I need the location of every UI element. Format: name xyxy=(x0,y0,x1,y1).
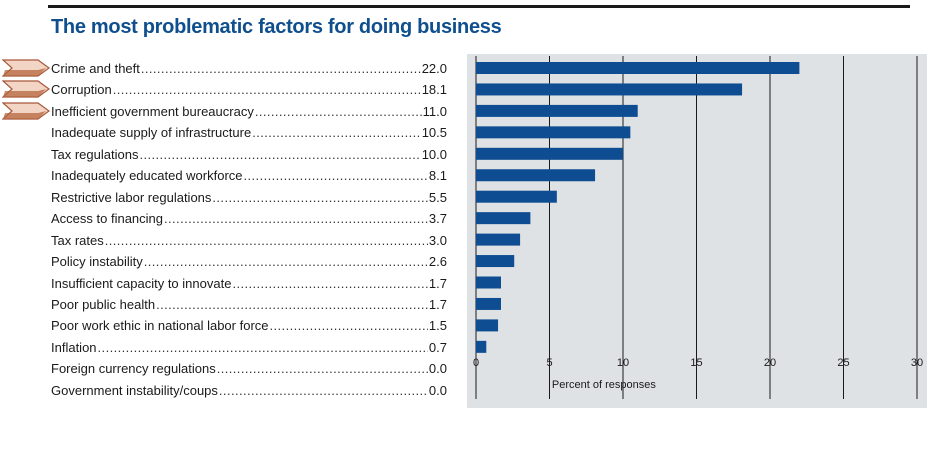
factor-row: Inadequate supply of infrastructure 10.5 xyxy=(51,122,447,140)
factor-label: Inadequate supply of infrastructure xyxy=(51,125,252,141)
x-tick-label: 5 xyxy=(546,357,552,369)
factor-row: Corruption 18.1 xyxy=(51,79,447,97)
bar-13 xyxy=(476,340,487,353)
factor-label: Corruption xyxy=(51,82,112,98)
factor-row: Tax regulations 10.0 xyxy=(51,144,447,162)
factor-label: Inefficient government bureaucracy xyxy=(51,103,254,119)
dot-leader xyxy=(113,82,421,97)
highlight-arrow-icon xyxy=(2,102,50,120)
factor-label: Access to financing xyxy=(51,211,164,227)
factor-row: Poor public health 1.7 xyxy=(51,294,447,312)
factor-row: Foreign currency regulations 0.0 xyxy=(51,358,447,376)
dot-leader xyxy=(105,233,428,248)
x-tick-label: 15 xyxy=(690,357,702,369)
dot-leader xyxy=(217,361,428,376)
bar-3 xyxy=(476,126,631,139)
factor-value: 1.7 xyxy=(428,296,447,312)
factor-value: 0.0 xyxy=(428,382,447,398)
dot-leader xyxy=(270,318,428,333)
dot-leader xyxy=(139,147,420,162)
bar-9 xyxy=(476,255,515,268)
dot-leader xyxy=(219,383,428,398)
highlight-arrow-icon xyxy=(2,59,50,77)
x-tick-label: 25 xyxy=(837,357,849,369)
factor-value: 10.5 xyxy=(421,125,447,141)
top-rule xyxy=(48,5,910,8)
bar-10 xyxy=(476,276,501,289)
x-tick-label: 0 xyxy=(473,357,479,369)
dot-leader xyxy=(244,168,428,183)
factor-row: Poor work ethic in national labor force 1… xyxy=(51,315,447,333)
factor-value: 5.5 xyxy=(428,189,447,205)
factor-value: 1.7 xyxy=(428,275,447,291)
chart-panel: 0 5 10 15 20 25 30 Percent of responses xyxy=(467,54,927,408)
factor-row: Inadequately educated workforce 8.1 xyxy=(51,165,447,183)
x-tick-label: 30 xyxy=(911,357,923,369)
x-tick-label: 10 xyxy=(617,357,629,369)
factor-value: 1.5 xyxy=(428,318,447,334)
factor-row: Access to financing 3.7 xyxy=(51,208,447,226)
factor-row: Insufficient capacity to innovate 1.7 xyxy=(51,273,447,291)
factor-label: Tax rates xyxy=(51,232,104,248)
factor-row: Policy instability 2.6 xyxy=(51,251,447,269)
dot-leader xyxy=(164,211,428,226)
chart-title: The most problematic factors for doing b… xyxy=(51,16,502,38)
bar-12 xyxy=(476,319,499,332)
factor-row: Inefficient government bureaucracy 11.0 xyxy=(51,101,447,119)
bar-chart: 0 5 10 15 20 25 30 Percent of responses xyxy=(473,56,923,399)
dot-leader xyxy=(255,104,422,119)
bar-11 xyxy=(476,297,501,310)
dot-leader xyxy=(141,61,421,76)
factor-row: Government instability/coups 0.0 xyxy=(51,380,447,398)
x-tick-label: 20 xyxy=(764,357,776,369)
bar-2 xyxy=(476,104,638,117)
factor-label: Poor work ethic in national labor force xyxy=(51,318,269,334)
factor-value: 8.1 xyxy=(428,168,447,184)
dot-leader xyxy=(98,340,428,355)
factor-label: Restrictive labor regulations xyxy=(51,189,212,205)
factor-label: Tax regulations xyxy=(51,146,139,162)
factor-label: Inadequately educated workforce xyxy=(51,168,243,184)
x-axis-title: Percent of responses xyxy=(552,379,656,391)
factor-row: Crime and theft 22.0 xyxy=(51,58,447,76)
dot-leader xyxy=(156,297,428,312)
highlight-arrow-icon xyxy=(2,80,50,99)
bar-1 xyxy=(476,83,743,96)
factor-row: Restrictive labor regulations 5.5 xyxy=(51,187,447,205)
dot-leader xyxy=(232,276,427,291)
factor-value: 2.6 xyxy=(428,254,447,270)
dot-leader xyxy=(252,125,421,140)
bar-7 xyxy=(476,212,531,225)
factor-value: 3.7 xyxy=(428,211,447,227)
factor-row: Tax rates 3.0 xyxy=(51,230,447,248)
dot-leader xyxy=(144,254,428,269)
factor-value: 0.7 xyxy=(428,339,447,355)
dot-leader xyxy=(212,190,428,205)
factor-value: 22.0 xyxy=(421,61,447,76)
factor-label: Crime and theft xyxy=(51,61,140,76)
bar-0 xyxy=(476,62,800,74)
factor-value: 18.1 xyxy=(421,82,447,98)
factor-value: 3.0 xyxy=(428,232,447,248)
factor-value: 10.0 xyxy=(421,146,447,162)
factor-value: 11.0 xyxy=(422,103,447,119)
factor-label: Government instability/coups xyxy=(51,382,218,398)
factor-label: Policy instability xyxy=(51,254,143,270)
factor-label: Inflation xyxy=(51,339,97,355)
factor-label: Insufficient capacity to innovate xyxy=(51,275,232,291)
factor-label: Foreign currency regulations xyxy=(51,361,216,377)
factor-label: Poor public health xyxy=(51,296,156,312)
bar-6 xyxy=(476,190,557,203)
factor-row: Inflation 0.7 xyxy=(51,337,447,355)
bar-8 xyxy=(476,233,521,246)
factor-value: 0.0 xyxy=(428,361,447,377)
bar-5 xyxy=(476,169,596,182)
bar-4 xyxy=(476,147,623,160)
